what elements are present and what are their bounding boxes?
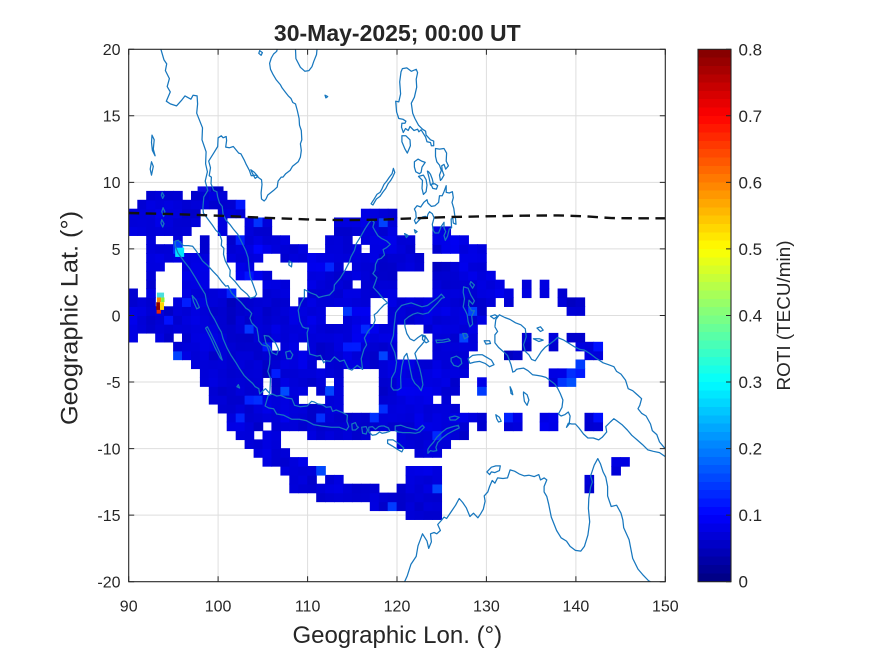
- svg-text:30-May-2025; 00:00 UT: 30-May-2025; 00:00 UT: [274, 20, 521, 46]
- svg-text:0.1: 0.1: [739, 506, 763, 525]
- svg-text:130: 130: [473, 599, 500, 616]
- svg-text:20: 20: [103, 42, 121, 59]
- svg-text:0: 0: [739, 573, 748, 592]
- svg-text:5: 5: [112, 242, 121, 259]
- svg-text:110: 110: [295, 599, 321, 616]
- svg-text:90: 90: [120, 599, 138, 616]
- svg-text:0.5: 0.5: [739, 240, 763, 259]
- svg-text:-15: -15: [97, 508, 120, 525]
- svg-text:0.7: 0.7: [739, 107, 763, 126]
- svg-text:10: 10: [103, 175, 121, 192]
- svg-text:100: 100: [205, 599, 232, 616]
- svg-text:15: 15: [103, 109, 121, 126]
- svg-text:0: 0: [112, 308, 121, 325]
- svg-text:120: 120: [384, 599, 411, 616]
- svg-text:-5: -5: [106, 375, 120, 392]
- svg-text:-20: -20: [97, 575, 120, 592]
- svg-text:0.4: 0.4: [739, 307, 763, 326]
- svg-text:-10: -10: [97, 441, 120, 458]
- svg-text:Geographic Lat. (°): Geographic Lat. (°): [57, 211, 84, 425]
- svg-text:0.2: 0.2: [739, 440, 763, 459]
- svg-text:150: 150: [652, 599, 679, 616]
- svg-text:0.3: 0.3: [739, 373, 763, 392]
- svg-text:0.8: 0.8: [739, 40, 763, 59]
- svg-text:0.6: 0.6: [739, 173, 763, 192]
- svg-text:ROTI (TECU/min): ROTI (TECU/min): [774, 241, 794, 391]
- svg-text:140: 140: [563, 599, 590, 616]
- svg-text:Geographic Lon. (°): Geographic Lon. (°): [292, 622, 502, 649]
